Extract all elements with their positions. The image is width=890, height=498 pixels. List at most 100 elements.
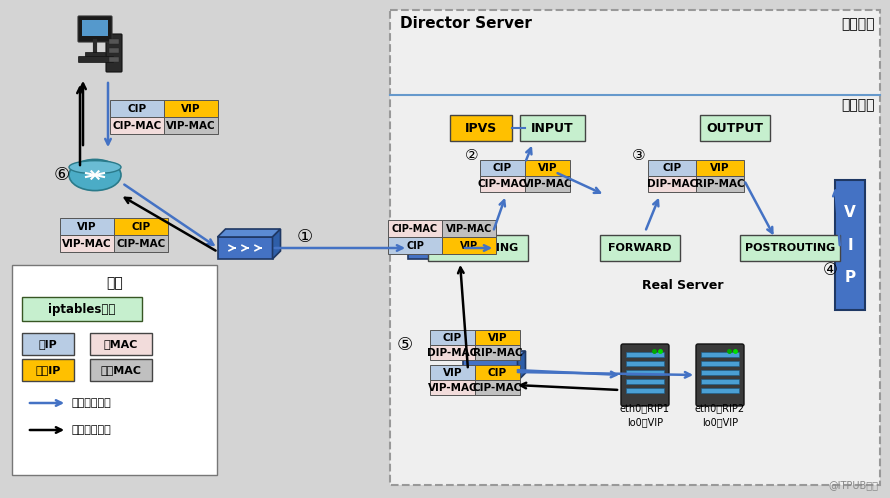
Bar [648,160,696,176]
Bar [480,160,525,176]
Bar [480,176,525,192]
Text: VIP-MAC: VIP-MAC [522,179,572,189]
Bar [85,52,105,56]
Text: Director Server: Director Server [400,16,532,31]
Ellipse shape [69,159,121,191]
Bar [82,20,108,36]
Bar [463,359,517,381]
Text: VIP-MAC: VIP-MAC [428,382,477,392]
Text: CIP-MAC: CIP-MAC [112,121,162,130]
Text: CIP-MAC: CIP-MAC [117,239,166,249]
Text: 源IP: 源IP [38,339,57,349]
Text: V: V [844,205,856,220]
Bar [60,218,114,235]
Text: 用户空间: 用户空间 [842,17,875,31]
Text: ③: ③ [631,147,645,162]
Text: VIP: VIP [460,241,478,250]
Text: I: I [847,238,853,252]
Bar [430,380,475,395]
Text: 目标MAC: 目标MAC [101,365,142,375]
Polygon shape [217,229,280,237]
Text: ⑥: ⑥ [54,166,70,184]
Text: CIP-MAC: CIP-MAC [473,382,522,392]
Bar [701,352,739,357]
FancyBboxPatch shape [696,344,744,406]
Text: eth0：RIP2
lo0：VIP: eth0：RIP2 lo0：VIP [695,403,745,427]
Bar [164,117,218,134]
Bar [217,237,272,259]
Text: P: P [845,270,855,285]
Bar [626,352,664,357]
Bar [110,117,164,134]
Bar [428,235,528,261]
Bar [12,265,217,475]
Bar [475,345,520,360]
Text: VIP: VIP [710,163,730,173]
Bar [22,333,74,355]
Bar [430,330,475,345]
Bar [164,100,218,117]
Text: iptables的链: iptables的链 [48,302,116,316]
Bar [701,388,739,393]
Bar [60,235,114,252]
Polygon shape [463,351,525,359]
Bar [626,370,664,375]
Bar [475,365,520,380]
Text: 响应报文流向: 响应报文流向 [72,425,112,435]
Bar [408,237,463,259]
Bar [110,100,164,117]
Text: VIP: VIP [182,104,201,114]
Text: ④: ④ [822,261,837,279]
Text: VIP-MAC: VIP-MAC [62,239,112,249]
Text: ②: ② [465,147,478,162]
Text: 源MAC: 源MAC [104,339,138,349]
Text: IPVS: IPVS [465,122,498,134]
Text: VIP-MAC: VIP-MAC [446,224,492,234]
Text: CIP: CIP [662,163,682,173]
Bar [520,115,585,141]
Bar [600,235,680,261]
Text: VIP: VIP [488,333,507,343]
Text: 图注: 图注 [106,276,123,290]
Text: @ITPUB博客: @ITPUB博客 [828,480,878,490]
Text: CIP: CIP [493,163,512,173]
Bar [626,361,664,366]
Text: 内核空间: 内核空间 [842,98,875,112]
Bar [701,379,739,384]
Bar [740,235,840,261]
Bar [626,388,664,393]
Text: CIP-MAC: CIP-MAC [478,179,527,189]
Text: ⑤: ⑤ [397,336,413,354]
FancyBboxPatch shape [78,56,114,63]
Text: FORWARD: FORWARD [608,243,672,253]
Text: INPUT: INPUT [531,122,574,134]
Text: eth0：RIP1
lo0：VIP: eth0：RIP1 lo0：VIP [620,403,670,427]
Text: DIP-MAC: DIP-MAC [427,348,478,358]
Bar [430,365,475,380]
Text: CIP: CIP [406,241,424,250]
Bar [696,176,744,192]
Bar [475,380,520,395]
FancyBboxPatch shape [78,16,112,42]
Bar [90,359,152,381]
Polygon shape [408,229,471,237]
FancyBboxPatch shape [621,344,669,406]
Text: VIP: VIP [538,163,557,173]
Bar [701,370,739,375]
Bar [388,220,442,237]
FancyBboxPatch shape [106,34,122,72]
Bar [388,237,442,254]
Bar [109,39,119,44]
Text: VIP: VIP [442,368,462,377]
Bar [835,180,865,310]
Text: CIP: CIP [443,333,462,343]
Bar [696,160,744,176]
Bar [114,235,168,252]
Text: CIP-MAC: CIP-MAC [392,224,438,234]
Polygon shape [272,229,280,259]
Text: POSTROUTING: POSTROUTING [745,243,835,253]
Text: DIP-MAC: DIP-MAC [647,179,697,189]
Bar [626,379,664,384]
Text: CIP: CIP [488,368,507,377]
Text: RIP-MAC: RIP-MAC [473,348,522,358]
